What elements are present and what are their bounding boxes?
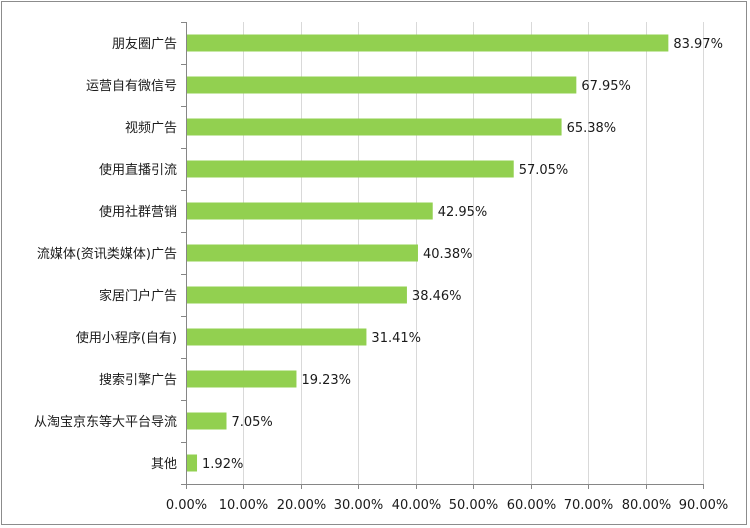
data-label: 65.38% bbox=[567, 121, 617, 136]
category-label: 朋友圈广告 bbox=[112, 36, 177, 52]
data-label: 7.05% bbox=[231, 415, 272, 430]
data-label: 67.95% bbox=[581, 79, 631, 94]
bar bbox=[186, 244, 418, 262]
bar bbox=[186, 328, 367, 346]
bar bbox=[186, 370, 297, 388]
category-label: 家居门户广告 bbox=[99, 288, 177, 304]
data-label: 42.95% bbox=[438, 205, 488, 220]
x-tick-label: 90.00% bbox=[679, 498, 729, 513]
data-label: 40.38% bbox=[423, 247, 473, 262]
bar bbox=[186, 118, 562, 136]
bar bbox=[186, 76, 577, 94]
x-tick-label: 40.00% bbox=[392, 498, 442, 513]
category-label: 使用直播引流 bbox=[99, 162, 177, 178]
category-label: 从淘宝京东等大平台导流 bbox=[34, 414, 177, 430]
bar bbox=[186, 202, 433, 220]
bar bbox=[186, 160, 514, 178]
category-label: 使用社群营销 bbox=[99, 204, 177, 220]
x-tick-label: 30.00% bbox=[334, 498, 384, 513]
data-label: 83.97% bbox=[673, 37, 723, 52]
data-label: 1.92% bbox=[202, 457, 243, 472]
bar bbox=[186, 454, 198, 472]
category-label: 流媒体(资讯类媒体)广告 bbox=[37, 247, 177, 262]
bar bbox=[186, 286, 407, 304]
data-label: 57.05% bbox=[519, 163, 569, 178]
x-tick-label: 20.00% bbox=[277, 498, 327, 513]
bar bbox=[186, 34, 669, 52]
data-label: 31.41% bbox=[371, 331, 421, 346]
bar bbox=[186, 412, 227, 430]
category-label: 运营自有微信号 bbox=[86, 79, 177, 94]
x-tick-label: 10.00% bbox=[219, 498, 269, 513]
category-label: 其他 bbox=[151, 457, 177, 472]
x-tick-label: 50.00% bbox=[449, 498, 499, 513]
x-tick-label: 80.00% bbox=[622, 498, 672, 513]
x-tick-label: 70.00% bbox=[564, 498, 614, 513]
data-label: 19.23% bbox=[301, 373, 351, 388]
x-tick-label: 0.00% bbox=[166, 498, 207, 513]
category-label: 使用小程序(自有) bbox=[76, 330, 177, 346]
data-label: 38.46% bbox=[412, 289, 462, 304]
category-label: 搜索引擎广告 bbox=[99, 373, 177, 388]
category-label: 视频广告 bbox=[125, 121, 177, 136]
x-tick-label: 60.00% bbox=[507, 498, 557, 513]
